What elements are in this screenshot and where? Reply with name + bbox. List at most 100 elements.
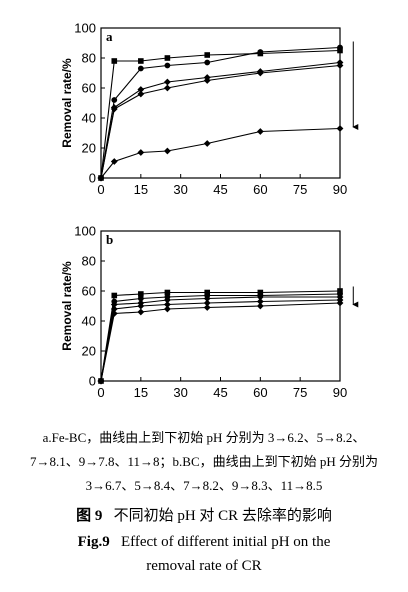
data-point [97, 174, 105, 182]
data-point [203, 304, 211, 311]
data-point [111, 292, 118, 299]
data-point [111, 58, 118, 64]
x-tick-label: 30 [173, 182, 187, 197]
series-line [100, 296, 340, 382]
series-line [100, 127, 341, 179]
data-point [256, 302, 264, 310]
figure-label-english: Fig.9 [77, 534, 110, 550]
data-point [203, 77, 211, 84]
series-line [100, 64, 341, 179]
series-5 [97, 125, 344, 182]
panel-label: a [106, 29, 113, 44]
x-tick-label: 0 [97, 385, 104, 400]
data-point [138, 58, 144, 64]
data-point [164, 62, 171, 69]
series-line [100, 302, 341, 382]
series-2 [98, 291, 343, 384]
x-axis-variable: t [206, 198, 211, 200]
y-tick-label: 0 [89, 374, 96, 389]
y-tick-label: 20 [82, 344, 96, 359]
data-point [257, 49, 264, 55]
data-point [164, 289, 171, 296]
data-point [163, 84, 171, 92]
x-tick-label: 60 [253, 182, 267, 197]
y-tick-label: 100 [74, 224, 96, 239]
x-tick-label: 15 [134, 385, 148, 400]
x-tick-label: 90 [333, 385, 347, 400]
y-axis-title: Removal rate/% [60, 261, 74, 351]
series-1 [98, 47, 343, 181]
y-tick-label: 0 [89, 171, 96, 186]
x-axis-unit: /min [210, 401, 235, 403]
series-2 [98, 44, 343, 181]
series-line [100, 61, 341, 179]
data-point [111, 97, 118, 103]
data-point [110, 158, 118, 165]
series-4 [97, 296, 344, 385]
plot-frame [100, 27, 341, 179]
x-tick-label: 75 [293, 182, 307, 197]
x-tick-label: 15 [134, 182, 148, 197]
data-point [337, 288, 343, 294]
data-point [256, 128, 264, 135]
y-tick-label: 80 [82, 254, 96, 269]
x-axis-title: t/min [206, 401, 235, 403]
x-axis-unit: /min [210, 198, 235, 200]
x-tick-label: 75 [293, 385, 307, 400]
figure-title-english-line-1: Effect of different initial pH on the [120, 534, 331, 550]
x-tick-label: 45 [213, 182, 227, 197]
chart-a: 0 20 40 60 80 100 0 15 30 45 60 75 90 t/min Removal ra… [60, 21, 359, 200]
figure-caption-chinese: 图 9 不同初始 pH 对 CR 去除率的影响 [0, 504, 408, 528]
figure-label-chinese: 图 9 [76, 508, 103, 524]
data-point [110, 105, 118, 113]
y-tick-label: 80 [82, 51, 96, 66]
data-point [137, 149, 145, 156]
data-point [137, 295, 144, 302]
data-point [163, 305, 171, 313]
y-tick-label: 20 [82, 141, 96, 156]
y-axis-title: Removal rate/% [60, 58, 74, 148]
y-tick-label: 40 [82, 314, 96, 329]
data-point [137, 308, 145, 316]
series-4 [97, 62, 344, 182]
data-point [336, 299, 344, 307]
caption-note-line-2: 7→8.1、9→7.8、11→8；b.BC，曲线由上到下初始 pH 分别为 [30, 454, 378, 469]
x-tick-label: 90 [333, 182, 347, 197]
series-line [100, 49, 341, 179]
x-tick-label: 30 [173, 385, 187, 400]
data-point [203, 140, 211, 147]
x-tick-label: 60 [253, 385, 267, 400]
data-point [336, 62, 344, 69]
data-point [336, 125, 344, 132]
x-axis-title: t/min [206, 198, 235, 200]
data-point [163, 147, 171, 155]
figure-caption-english: Fig.9 Effect of different initial pH on … [0, 530, 408, 554]
data-point [204, 289, 211, 296]
chart-b: 0 20 40 60 80 100 0 15 30 45 60 75 90 t/min Removal ra… [60, 224, 359, 403]
data-point [204, 52, 211, 58]
caption-note-line-1: a.Fe-BC，曲线由上到下初始 pH 分别为 3→6.2、5→8.2、 [42, 430, 366, 445]
data-point [204, 59, 211, 66]
data-point [337, 44, 343, 51]
data-point [138, 291, 144, 297]
y-tick-label: 60 [82, 81, 96, 96]
data-point [256, 69, 264, 77]
data-point [137, 90, 145, 98]
data-point [137, 65, 144, 72]
y-tick-label: 40 [82, 111, 96, 126]
panel-label: b [106, 232, 113, 247]
figure-title-english-line-2: removal rate of CR [146, 558, 262, 574]
series-5 [97, 299, 344, 385]
x-tick-label: 45 [213, 385, 227, 400]
caption-note-line-3: 3→6.7、5→8.4、7→8.2、9→8.3、11→8.5 [85, 478, 323, 493]
y-tick-label: 100 [74, 21, 96, 36]
data-point [337, 47, 343, 54]
figure-title-chinese: 不同初始 pH 对 CR 去除率的影响 [113, 508, 332, 524]
data-point [137, 86, 145, 93]
data-point [164, 55, 171, 61]
x-tick-label: 0 [97, 182, 104, 197]
y-tick-label: 60 [82, 284, 96, 299]
data-point [257, 289, 264, 296]
data-point [163, 78, 171, 86]
x-axis-variable: t [206, 401, 211, 403]
